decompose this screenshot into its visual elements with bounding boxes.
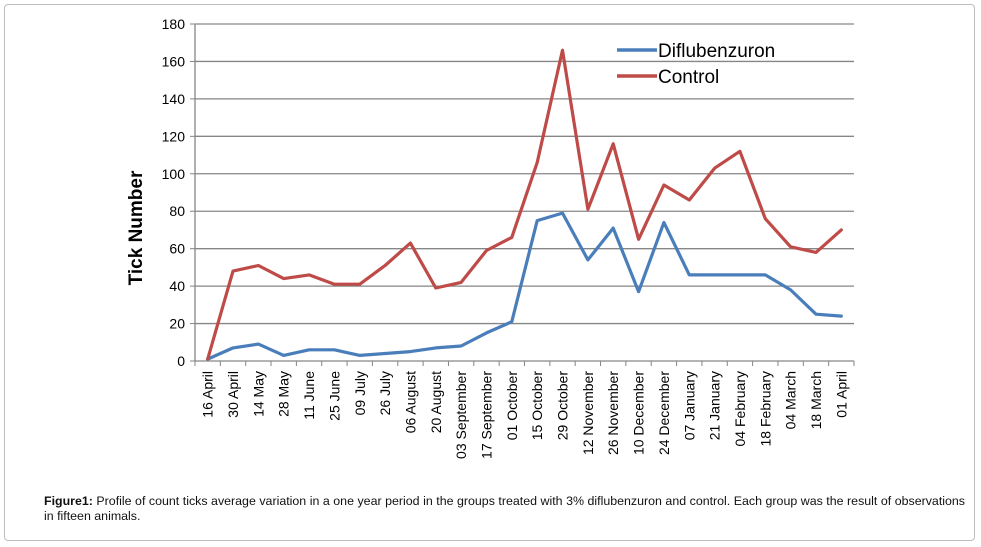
y-tick-label: 60 <box>169 241 185 257</box>
x-tick-label: 06 August <box>402 371 418 433</box>
x-tick-label: 03 September <box>453 371 469 459</box>
x-tick-label: 16 April <box>200 371 216 418</box>
x-tick-label: 25 June <box>326 371 342 421</box>
x-tick-label: 01 April <box>833 371 849 418</box>
x-tick-label: 20 August <box>428 371 444 433</box>
y-tick-label: 40 <box>169 278 185 294</box>
y-tick-label: 0 <box>177 353 185 369</box>
y-tick-label: 20 <box>169 316 185 332</box>
x-tick-label: 04 March <box>783 371 799 429</box>
x-tick-label: 21 January <box>707 371 723 440</box>
series-line-diflubenzuron <box>206 211 843 361</box>
y-tick-label: 80 <box>169 203 185 219</box>
x-tick-label: 30 April <box>225 371 241 418</box>
y-tick-label: 100 <box>162 166 186 182</box>
caption-label: Figure1: <box>44 494 93 508</box>
y-tick-labels: 0 20 40 60 80 100 120 140 160 180 <box>162 16 186 369</box>
caption-text: Profile of count ticks average variation… <box>44 494 965 523</box>
x-tick-label: 01 October <box>504 371 520 441</box>
legend-label: Control <box>658 67 719 88</box>
y-tick-label: 160 <box>162 53 186 69</box>
axes <box>190 23 855 366</box>
x-tick-label: 12 November <box>580 371 596 455</box>
series-lines <box>206 48 843 361</box>
figure-frame <box>4 4 975 541</box>
x-tick-label: 26 July <box>377 371 393 415</box>
legend: Diflubenzuron Control <box>617 41 775 88</box>
x-tick-label: 28 May <box>276 371 292 417</box>
x-tick-label: 18 February <box>757 371 773 446</box>
x-tick-label: 26 November <box>605 371 621 455</box>
y-tick-label: 120 <box>162 128 186 144</box>
y-axis-label: Tick Number <box>126 170 147 285</box>
x-tick-label: 18 March <box>808 371 824 429</box>
x-tick-label: 24 December <box>656 371 672 455</box>
gridlines <box>195 23 854 325</box>
x-tick-label: 15 October <box>529 371 545 441</box>
x-tick-label: 14 May <box>250 371 266 417</box>
x-tick-label: 07 January <box>681 371 697 440</box>
x-tick-label: 09 July <box>352 371 368 415</box>
figure-caption: Figure1: Profile of count ticks average … <box>44 494 965 524</box>
legend-label: Diflubenzuron <box>658 41 775 62</box>
x-tick-labels: 16 April 30 April 14 May 28 May 11 June 25 Ju… <box>200 371 850 459</box>
x-tick-label: 17 September <box>478 371 494 459</box>
y-tick-label: 140 <box>162 91 186 107</box>
x-tick-label: 10 December <box>631 371 647 455</box>
x-tick-label: 11 June <box>301 371 317 420</box>
y-tick-label: 180 <box>162 16 186 32</box>
x-tick-label: 29 October <box>555 371 571 441</box>
x-tick-label: 04 February <box>732 371 748 446</box>
series-line-control <box>206 48 843 361</box>
